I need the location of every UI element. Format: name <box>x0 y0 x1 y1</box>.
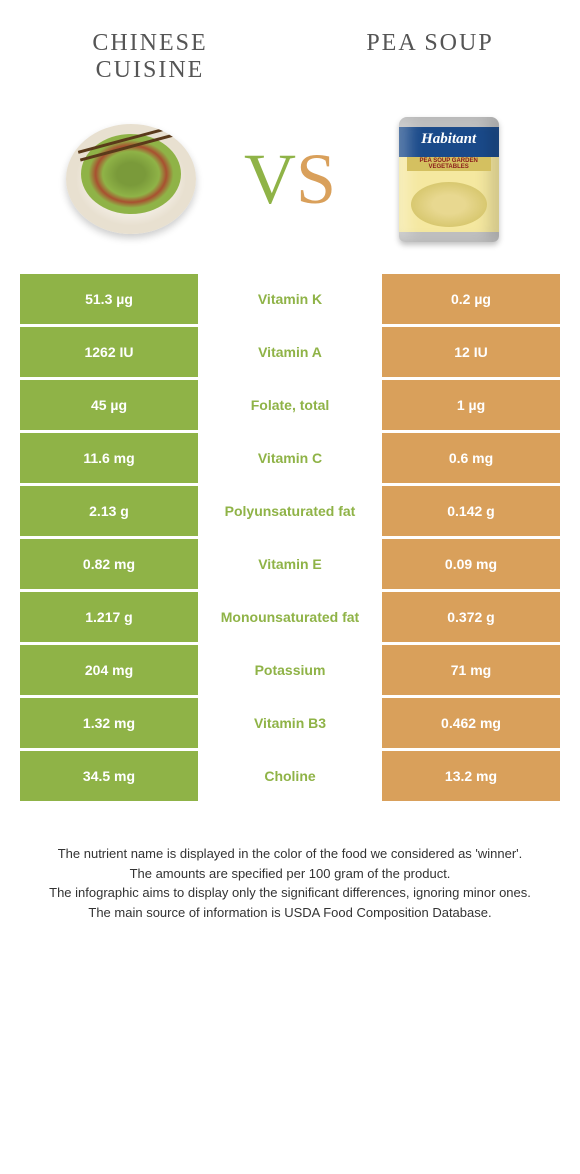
nutrient-label: Vitamin B3 <box>201 698 379 748</box>
table-row: 1.32 mgVitamin B30.462 mg <box>20 698 560 748</box>
can-sub-label: PEA SOUP GARDEN VEGETABLES <box>407 157 491 171</box>
table-row: 1262 IUVitamin A12 IU <box>20 327 560 377</box>
nutrient-label: Polyunsaturated fat <box>201 486 379 536</box>
left-value: 2.13 g <box>20 486 198 536</box>
right-food-title: Pea soup <box>330 30 530 57</box>
header-right: Pea soup <box>330 30 530 84</box>
nutrient-label: Choline <box>201 751 379 801</box>
table-row: 11.6 mgVitamin C0.6 mg <box>20 433 560 483</box>
right-food-image: Habitant PEA SOUP GARDEN VEGETABLES <box>379 114 519 244</box>
right-value: 12 IU <box>382 327 560 377</box>
nutrient-label: Monounsaturated fat <box>201 592 379 642</box>
images-row: VS Habitant PEA SOUP GARDEN VEGETABLES <box>0 94 580 274</box>
left-value: 1262 IU <box>20 327 198 377</box>
vs-v: V <box>244 138 296 221</box>
left-value: 0.82 mg <box>20 539 198 589</box>
left-value: 34.5 mg <box>20 751 198 801</box>
table-row: 34.5 mgCholine13.2 mg <box>20 751 560 801</box>
left-value: 51.3 µg <box>20 274 198 324</box>
left-value: 1.217 g <box>20 592 198 642</box>
left-food-title: Chinese cuisine <box>50 30 250 84</box>
left-food-image <box>61 114 201 244</box>
left-value: 11.6 mg <box>20 433 198 483</box>
can-icon: Habitant PEA SOUP GARDEN VEGETABLES <box>399 117 499 242</box>
right-value: 71 mg <box>382 645 560 695</box>
table-row: 2.13 gPolyunsaturated fat0.142 g <box>20 486 560 536</box>
can-soup-icon <box>411 182 487 227</box>
footer-line-3: The infographic aims to display only the… <box>30 883 550 903</box>
nutrient-label: Vitamin A <box>201 327 379 377</box>
left-value: 1.32 mg <box>20 698 198 748</box>
right-value: 0.2 µg <box>382 274 560 324</box>
right-value: 0.462 mg <box>382 698 560 748</box>
footer-line-1: The nutrient name is displayed in the co… <box>30 844 550 864</box>
left-value: 45 µg <box>20 380 198 430</box>
table-row: 0.82 mgVitamin E0.09 mg <box>20 539 560 589</box>
table-row: 204 mgPotassium71 mg <box>20 645 560 695</box>
table-row: 45 µgFolate, total1 µg <box>20 380 560 430</box>
right-value: 13.2 mg <box>382 751 560 801</box>
footer-notes: The nutrient name is displayed in the co… <box>0 804 580 942</box>
header-left: Chinese cuisine <box>50 30 250 84</box>
footer-line-2: The amounts are specified per 100 gram o… <box>30 864 550 884</box>
table-row: 1.217 gMonounsaturated fat0.372 g <box>20 592 560 642</box>
bowl-icon <box>66 124 196 234</box>
header: Chinese cuisine Pea soup <box>0 0 580 94</box>
nutrient-label: Potassium <box>201 645 379 695</box>
nutrient-label: Vitamin K <box>201 274 379 324</box>
chopsticks-icon <box>78 124 196 154</box>
nutrient-table: 51.3 µgVitamin K0.2 µg1262 IUVitamin A12… <box>20 274 560 801</box>
right-value: 0.6 mg <box>382 433 560 483</box>
vs-s: S <box>296 138 336 221</box>
left-value: 204 mg <box>20 645 198 695</box>
nutrient-label: Vitamin C <box>201 433 379 483</box>
table-row: 51.3 µgVitamin K0.2 µg <box>20 274 560 324</box>
right-value: 0.372 g <box>382 592 560 642</box>
nutrient-label: Folate, total <box>201 380 379 430</box>
footer-line-4: The main source of information is USDA F… <box>30 903 550 923</box>
nutrient-label: Vitamin E <box>201 539 379 589</box>
right-value: 1 µg <box>382 380 560 430</box>
vs-label: VS <box>244 138 336 221</box>
can-brand-label: Habitant <box>399 131 499 148</box>
right-value: 0.09 mg <box>382 539 560 589</box>
right-value: 0.142 g <box>382 486 560 536</box>
